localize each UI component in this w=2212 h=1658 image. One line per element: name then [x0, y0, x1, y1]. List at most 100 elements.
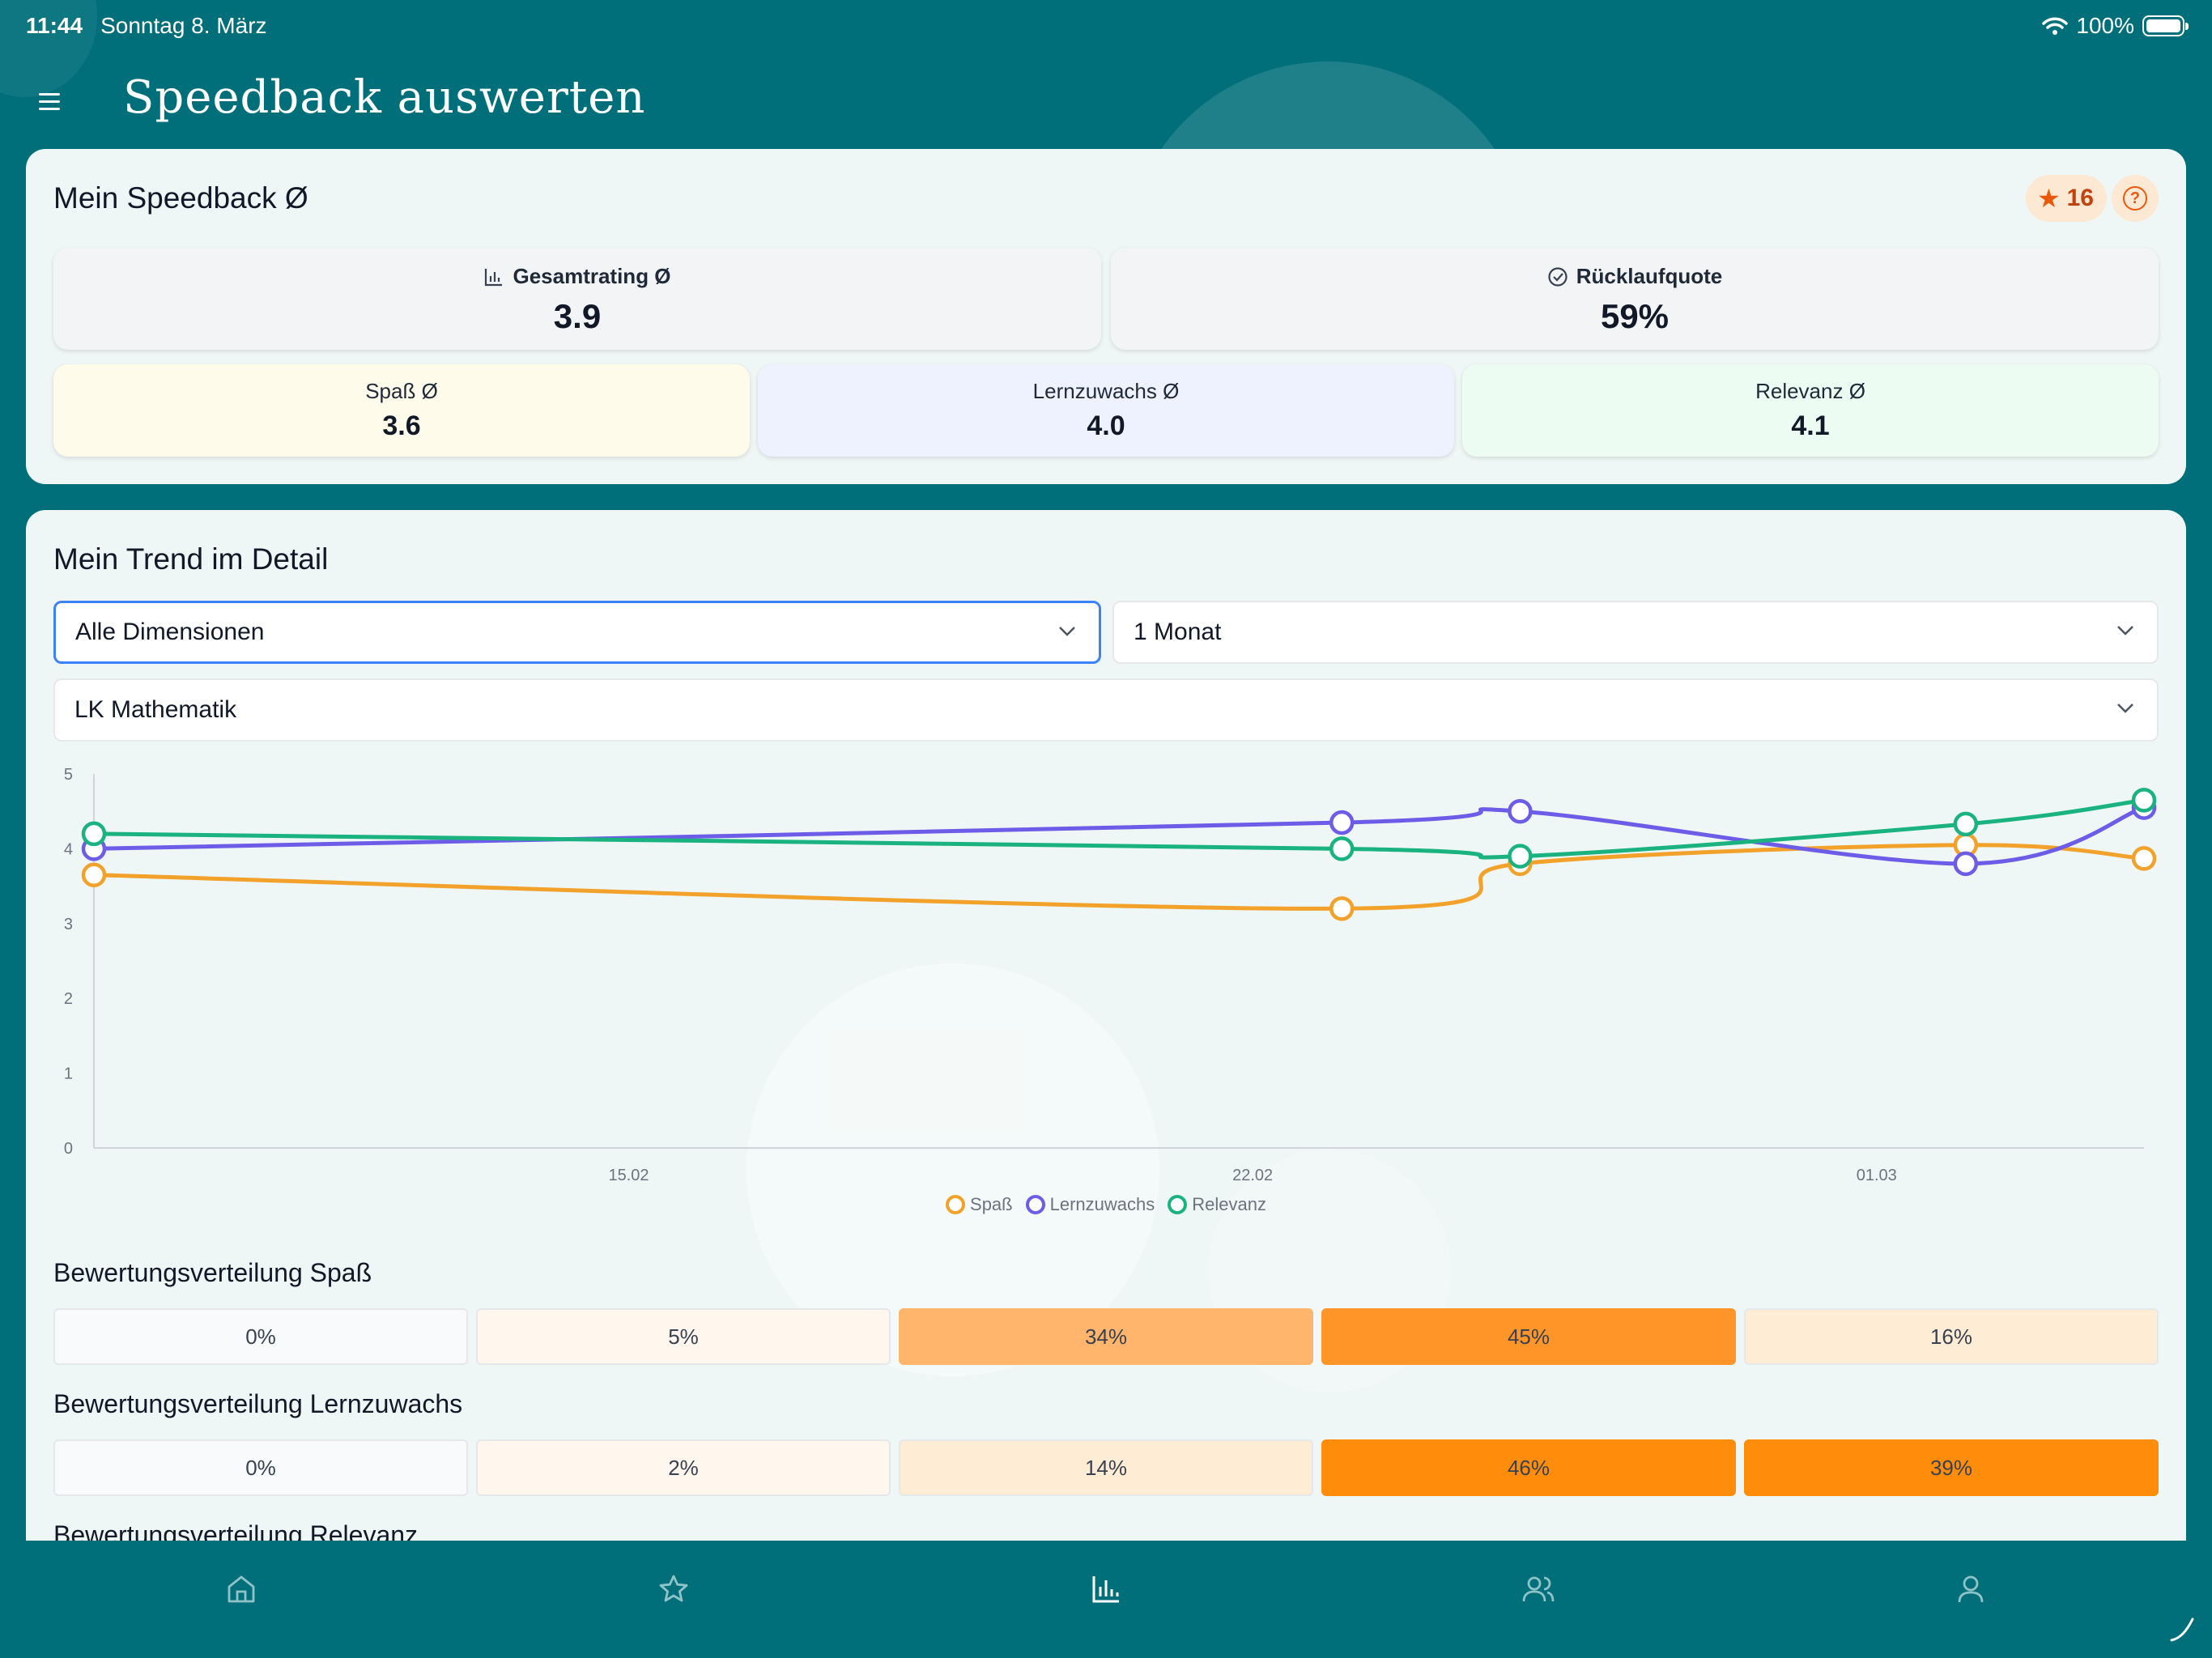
battery-icon [2142, 15, 2189, 36]
star-icon [659, 1575, 688, 1602]
legend-swatch [946, 1195, 966, 1214]
chevron-down-icon [2117, 626, 2133, 636]
data-point [1329, 836, 1355, 861]
course-select[interactable]: LK Mathematik [53, 678, 2159, 742]
distribution-cell: 0% [53, 1439, 468, 1496]
distribution-row-fun: 0% 5% 34% 45% 16% [53, 1308, 2159, 1365]
fun-tile: Spaß Ø 3.6 [53, 364, 750, 457]
trend-title: Mein Trend im Detail [53, 542, 329, 576]
y-tick-label: 5 [64, 766, 73, 784]
overall-rating-tile: Gesamtrating Ø 3.9 [53, 248, 1101, 350]
learning-value: 4.0 [1087, 410, 1125, 441]
y-tick-label: 3 [64, 916, 73, 933]
distribution-cell: 34% [899, 1308, 1313, 1365]
distribution-title-fun: Bewertungsverteilung Spaß [53, 1258, 372, 1287]
x-tick-label: 22.02 [1232, 1167, 1273, 1184]
data-point [1329, 810, 1355, 835]
distribution-cell: 14% [899, 1439, 1313, 1496]
distribution-cell: 5% [476, 1308, 891, 1365]
period-select[interactable]: 1 Monat [1112, 601, 2159, 664]
overall-rating-value: 3.9 [553, 297, 602, 335]
y-tick-label: 4 [64, 840, 73, 858]
distribution-cell: 16% [1744, 1308, 2159, 1365]
data-point [81, 862, 107, 887]
return-rate-tile: Rücklaufquote 59% [1111, 248, 2159, 350]
trend-chart: 0 1 2 3 4 5 15.02 22.02 01.03 [64, 766, 2157, 1184]
fun-value: 3.6 [382, 410, 421, 441]
learning-label: Lernzuwachs Ø [1032, 379, 1180, 403]
legend-swatch [1025, 1195, 1045, 1214]
y-tick-label: 0 [64, 1140, 73, 1158]
data-point [1508, 844, 1533, 869]
distribution-row-learning: 0% 2% 14% 46% 39% [53, 1439, 2159, 1496]
data-point [1508, 798, 1533, 824]
y-tick-label: 2 [64, 990, 73, 1008]
tab-groups[interactable] [1514, 1565, 1563, 1613]
overall-rating-label: Gesamtrating Ø [513, 264, 671, 288]
data-point [1329, 896, 1355, 921]
trend-card: Mein Trend im Detail Alle Dimensionen 1 … [26, 510, 2186, 1554]
learning-tile: Lernzuwachs Ø 4.0 [758, 364, 1454, 457]
data-point [1953, 811, 1979, 837]
legend-item-fun[interactable]: Spaß [946, 1194, 1013, 1215]
fun-label: Spaß Ø [365, 379, 438, 403]
bar-chart-icon [485, 268, 503, 286]
return-rate-label: Rücklaufquote [1576, 264, 1723, 288]
check-circle-icon [1548, 266, 1568, 287]
bar-chart-icon [1092, 1576, 1119, 1603]
legend-item-learning[interactable]: Lernzuwachs [1025, 1194, 1155, 1215]
tab-profile[interactable] [1946, 1565, 1995, 1613]
legend-label: Relevanz [1192, 1194, 1266, 1214]
legend-label: Spaß [970, 1194, 1013, 1214]
distribution-cell: 46% [1321, 1439, 1736, 1496]
distribution-title-learning: Bewertungsverteilung Lernzuwachs [53, 1389, 463, 1418]
chart-legend: Spaß Lernzuwachs Relevanz [26, 1194, 2186, 1215]
user-icon [1958, 1575, 1984, 1603]
page-title: Speedback auswerten [123, 71, 646, 124]
return-rate-value: 59% [1600, 297, 1670, 335]
tab-stats[interactable] [1082, 1565, 1130, 1613]
star-icon: ★ [2036, 184, 2061, 213]
tab-home[interactable] [217, 1565, 266, 1613]
status-time: 11:44 [26, 13, 83, 38]
star-count: 16 [2066, 185, 2094, 211]
data-point [2131, 846, 2157, 871]
dimension-select[interactable]: Alle Dimensionen [53, 601, 1101, 664]
tab-favorites[interactable] [649, 1565, 698, 1613]
status-bar: 11:44 Sonntag 8. März 100% [0, 0, 2212, 52]
distribution-cell: 0% [53, 1308, 468, 1365]
status-date: Sonntag 8. März [100, 13, 267, 38]
summary-card: Mein Speedback Ø ★ 16 ? Gesamtrating Ø 3… [26, 149, 2186, 484]
y-tick-label: 1 [64, 1065, 73, 1083]
course-select-value: LK Mathematik [74, 696, 237, 723]
relevance-tile: Relevanz Ø 4.1 [1462, 364, 2159, 457]
data-point [1953, 851, 1979, 877]
scribble-icon [2170, 1618, 2194, 1642]
chevron-down-icon [2117, 704, 2133, 713]
summary-title: Mein Speedback Ø [53, 181, 308, 215]
chevron-down-icon [1059, 627, 1075, 636]
period-select-value: 1 Monat [1134, 619, 1222, 645]
home-icon [228, 1575, 255, 1603]
star-badge[interactable]: ★ 16 [2025, 175, 2107, 222]
x-tick-label: 15.02 [608, 1167, 649, 1184]
dimension-select-value: Alle Dimensionen [75, 619, 265, 645]
battery-percent: 100% [2076, 13, 2134, 38]
menu-icon[interactable] [39, 87, 66, 115]
relevance-label: Relevanz Ø [1755, 379, 1865, 403]
tab-bar [0, 1541, 2212, 1658]
legend-label: Lernzuwachs [1049, 1194, 1155, 1214]
question-icon: ? [2123, 186, 2147, 210]
x-tick-label: 01.03 [1857, 1167, 1897, 1184]
distribution-cell: 45% [1321, 1308, 1736, 1365]
distribution-cell: 2% [476, 1439, 891, 1496]
help-button[interactable]: ? [2112, 175, 2159, 222]
data-point [2131, 788, 2157, 813]
users-icon [1522, 1576, 1555, 1602]
legend-item-relevance[interactable]: Relevanz [1168, 1194, 1266, 1215]
legend-swatch [1168, 1195, 1188, 1214]
relevance-value: 4.1 [1791, 410, 1830, 441]
wifi-icon [2042, 17, 2069, 35]
data-point [81, 821, 107, 847]
distribution-cell: 39% [1744, 1439, 2159, 1496]
